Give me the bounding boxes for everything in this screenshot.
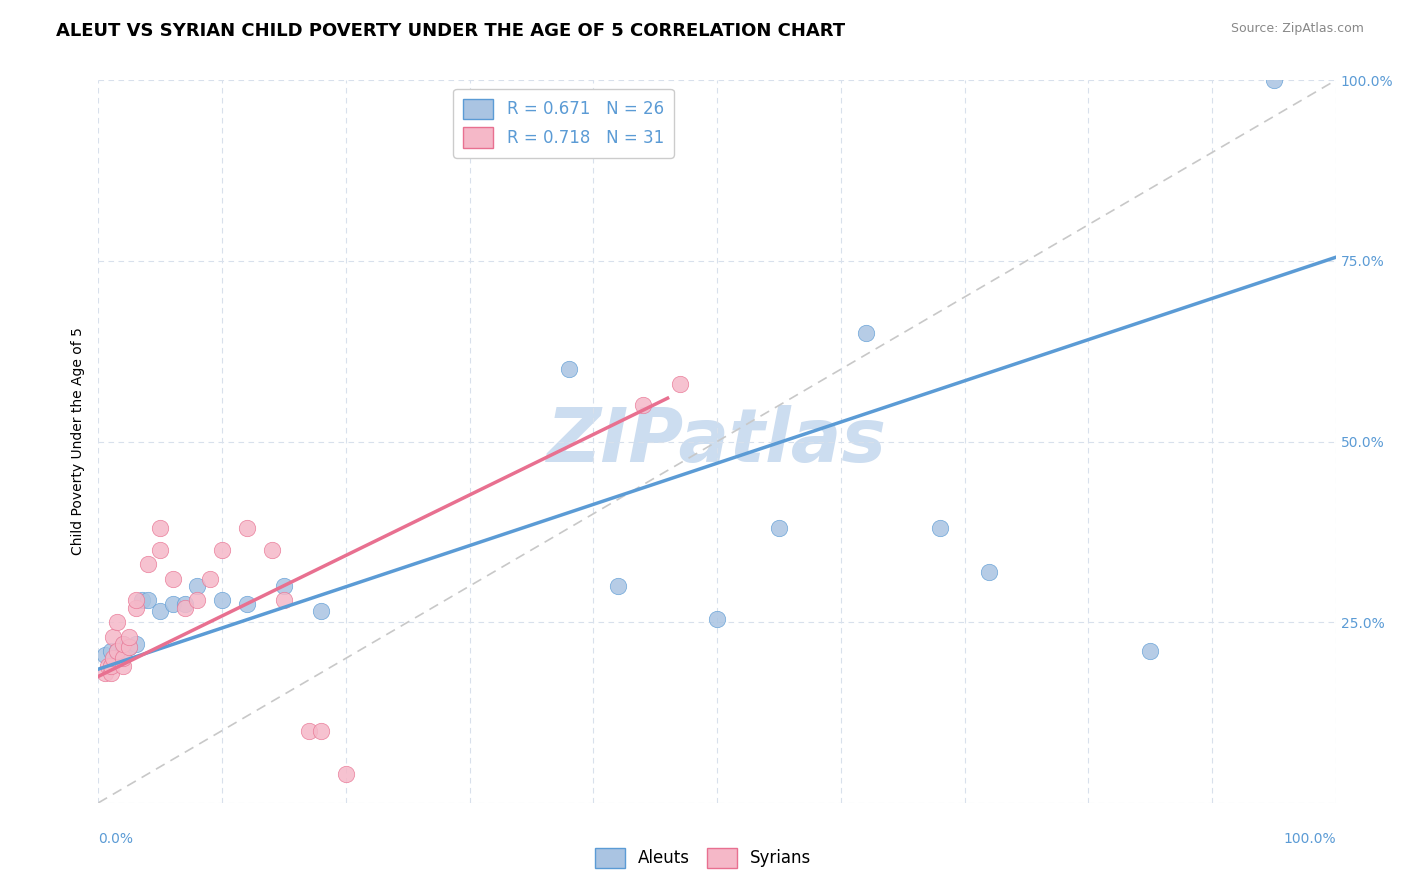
Point bbox=[103, 630, 125, 644]
Point bbox=[928, 521, 950, 535]
Point bbox=[118, 640, 141, 655]
Point bbox=[149, 521, 172, 535]
Legend: Aleuts, Syrians: Aleuts, Syrians bbox=[588, 841, 818, 875]
Point bbox=[112, 637, 135, 651]
Point bbox=[136, 558, 159, 572]
Point bbox=[309, 604, 332, 618]
Point bbox=[557, 362, 579, 376]
Point bbox=[979, 565, 1001, 579]
Point bbox=[162, 572, 184, 586]
Point bbox=[706, 611, 728, 625]
Point bbox=[105, 615, 128, 630]
Point bbox=[607, 579, 630, 593]
Point bbox=[260, 542, 283, 557]
Text: 0.0%: 0.0% bbox=[98, 831, 134, 846]
Point bbox=[174, 600, 197, 615]
Point bbox=[669, 376, 692, 391]
Point bbox=[105, 644, 128, 658]
Point bbox=[103, 651, 125, 665]
Point bbox=[97, 658, 120, 673]
Point bbox=[124, 637, 146, 651]
Point bbox=[1139, 644, 1161, 658]
Legend: R = 0.671   N = 26, R = 0.718   N = 31: R = 0.671 N = 26, R = 0.718 N = 31 bbox=[453, 88, 673, 158]
Point bbox=[631, 398, 654, 412]
Point bbox=[211, 542, 233, 557]
Point bbox=[174, 597, 197, 611]
Point bbox=[136, 593, 159, 607]
Point bbox=[273, 579, 295, 593]
Point bbox=[1263, 73, 1285, 87]
Point bbox=[768, 521, 790, 535]
Point bbox=[236, 521, 259, 535]
Point bbox=[309, 723, 332, 738]
Point bbox=[162, 597, 184, 611]
Point bbox=[131, 593, 153, 607]
Y-axis label: Child Poverty Under the Age of 5: Child Poverty Under the Age of 5 bbox=[70, 327, 84, 556]
Text: ZIPatlas: ZIPatlas bbox=[547, 405, 887, 478]
Point bbox=[855, 326, 877, 340]
Text: Source: ZipAtlas.com: Source: ZipAtlas.com bbox=[1230, 22, 1364, 36]
Point bbox=[124, 593, 146, 607]
Point bbox=[298, 723, 321, 738]
Point bbox=[124, 600, 146, 615]
Text: ALEUT VS SYRIAN CHILD POVERTY UNDER THE AGE OF 5 CORRELATION CHART: ALEUT VS SYRIAN CHILD POVERTY UNDER THE … bbox=[56, 22, 845, 40]
Point bbox=[105, 644, 128, 658]
Point bbox=[100, 658, 122, 673]
Point bbox=[93, 648, 115, 662]
Point bbox=[93, 665, 115, 680]
Point bbox=[273, 593, 295, 607]
Point bbox=[198, 572, 221, 586]
Point bbox=[186, 593, 208, 607]
Point bbox=[118, 630, 141, 644]
Point bbox=[335, 767, 357, 781]
Point bbox=[149, 604, 172, 618]
Point bbox=[100, 665, 122, 680]
Point bbox=[100, 644, 122, 658]
Point bbox=[211, 593, 233, 607]
Text: 100.0%: 100.0% bbox=[1284, 831, 1336, 846]
Point bbox=[149, 542, 172, 557]
Point bbox=[112, 651, 135, 665]
Point bbox=[112, 637, 135, 651]
Point bbox=[112, 644, 135, 658]
Point bbox=[236, 597, 259, 611]
Point bbox=[186, 579, 208, 593]
Point bbox=[112, 658, 135, 673]
Point bbox=[118, 640, 141, 655]
